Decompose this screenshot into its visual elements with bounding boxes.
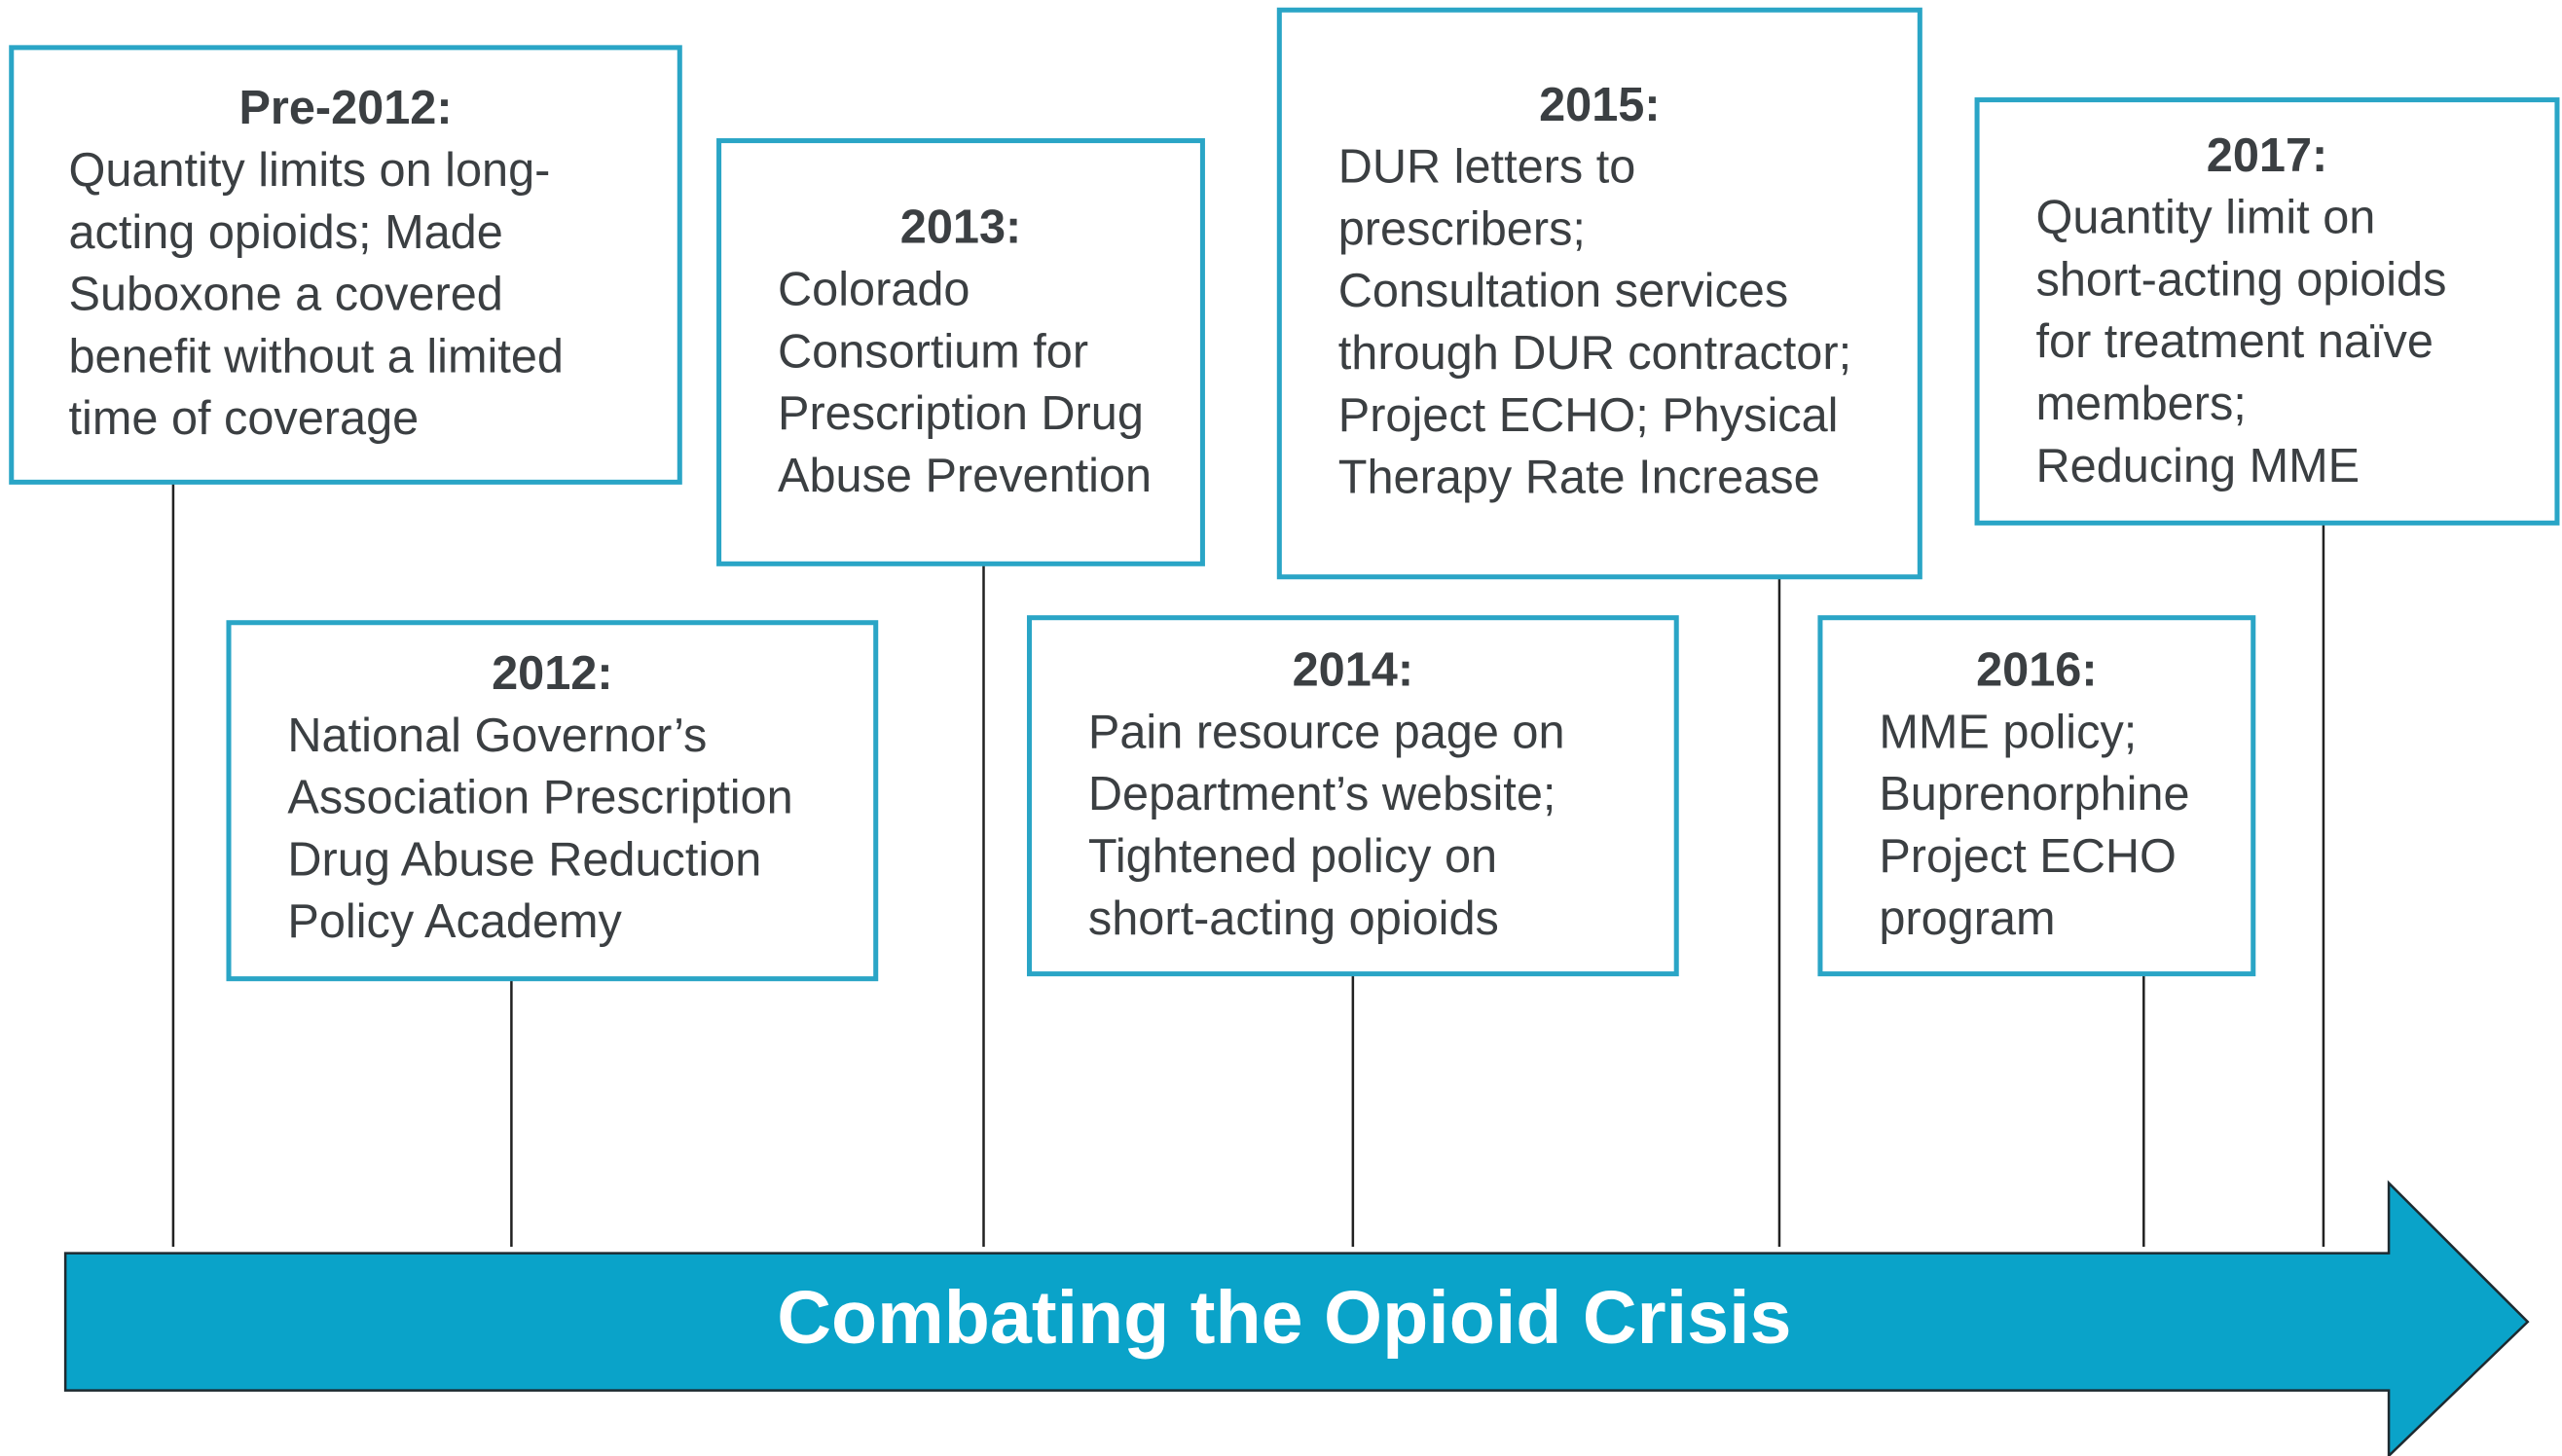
event-box — [1276, 7, 1922, 580]
event-text: Project ECHO; Physical — [1338, 389, 1839, 442]
event-text: National Governor’s — [287, 710, 707, 762]
event-box — [226, 620, 879, 982]
event-text: Drug Abuse Reduction — [287, 833, 761, 886]
event-text: Buprenorphine — [1879, 768, 2189, 820]
event-text: prescribers; — [1338, 202, 1586, 255]
event-text: Suboxone a covered — [69, 269, 503, 321]
event-text: Policy Academy — [287, 895, 622, 948]
event-text: short-acting opioids — [1088, 892, 1499, 945]
event-text: Department’s website; — [1088, 768, 1556, 820]
event-text: Association Prescription — [287, 772, 792, 824]
event-box — [716, 138, 1205, 566]
event-text: Quantity limit on — [2036, 192, 2376, 244]
event-text: Tightened policy on — [1088, 830, 1497, 883]
event-text: Project ECHO — [1879, 830, 2177, 883]
event-text: Prescription Drug — [778, 387, 1144, 440]
event-text: MME policy; — [1879, 706, 2137, 758]
banner-arrow — [63, 1180, 2530, 1456]
event-text: Consultation services — [1338, 265, 1788, 317]
event-text: acting opioids; Made — [69, 206, 503, 259]
event-year: 2015: — [1539, 79, 1660, 131]
event-box — [1817, 615, 2256, 977]
event-text: Colorado — [778, 264, 970, 316]
banner-text: Combating the Opioid Crisis — [777, 1276, 1791, 1360]
event-year: 2016: — [1976, 644, 2097, 697]
event-text: time of coverage — [69, 392, 420, 445]
event-box — [9, 45, 682, 485]
event-text: Therapy Rate Increase — [1338, 452, 1820, 504]
event-text: for treatment naïve — [2036, 315, 2434, 368]
event-year: 2017: — [2207, 129, 2327, 182]
event-text: benefit without a limited — [69, 330, 564, 382]
event-text: program — [1879, 892, 2055, 945]
event-text: Quantity limits on long- — [69, 144, 551, 197]
event-year: 2014: — [1293, 644, 1413, 697]
event-year: 2012: — [492, 647, 612, 700]
event-text: DUR letters to — [1338, 141, 1636, 194]
event-year: 2013: — [900, 201, 1021, 254]
event-text: short-acting opioids — [2036, 253, 2447, 306]
event-box — [1026, 615, 1679, 977]
event-year: Pre-2012: — [238, 82, 452, 134]
event-text: Reducing MME — [2036, 440, 2361, 492]
event-text: Abuse Prevention — [778, 450, 1152, 502]
event-text: Pain resource page on — [1088, 706, 1565, 758]
event-text: members; — [2036, 378, 2247, 430]
event-text: Consortium for — [778, 325, 1088, 378]
event-text: through DUR contractor; — [1338, 327, 1851, 380]
event-box — [1974, 97, 2560, 526]
